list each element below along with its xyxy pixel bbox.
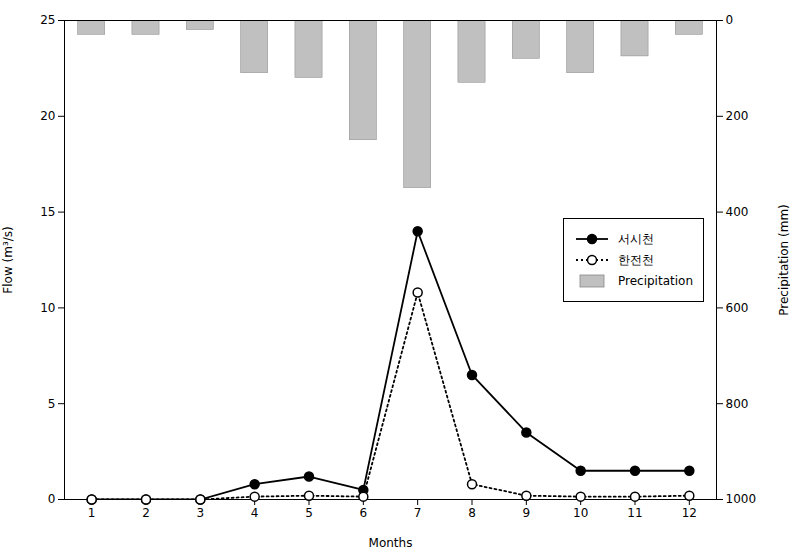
svg-text:25: 25 bbox=[40, 13, 55, 27]
svg-text:7: 7 bbox=[414, 506, 422, 520]
svg-text:6: 6 bbox=[360, 506, 368, 520]
svg-text:20: 20 bbox=[40, 109, 55, 123]
svg-text:Precipitation (mm): Precipitation (mm) bbox=[777, 204, 790, 316]
svg-text:Flow (m³/s): Flow (m³/s) bbox=[1, 226, 15, 293]
html-text:Precipitation: Precipitation bbox=[618, 273, 693, 288]
svg-text:5: 5 bbox=[305, 506, 313, 520]
svg-text:11: 11 bbox=[627, 506, 642, 520]
svg-text:1: 1 bbox=[88, 506, 96, 520]
svg-text:0: 0 bbox=[48, 492, 56, 506]
svg-text:3: 3 bbox=[197, 506, 205, 520]
html-text:한전천: 한전천 bbox=[618, 252, 654, 267]
svg-text:10: 10 bbox=[573, 506, 588, 520]
svg-text:Months: Months bbox=[369, 536, 413, 549]
svg-text:8: 8 bbox=[468, 506, 476, 520]
svg-text:400: 400 bbox=[726, 205, 749, 219]
svg-text:12: 12 bbox=[682, 506, 697, 520]
svg-text:5: 5 bbox=[48, 397, 56, 411]
svg-text:200: 200 bbox=[726, 109, 749, 123]
svg-text:2: 2 bbox=[142, 506, 150, 520]
svg-text:0: 0 bbox=[726, 13, 734, 27]
svg-text:600: 600 bbox=[726, 301, 749, 315]
svg-text:9: 9 bbox=[523, 506, 531, 520]
svg-text:4: 4 bbox=[251, 506, 259, 520]
svg-text:15: 15 bbox=[40, 205, 55, 219]
svg-text:10: 10 bbox=[40, 301, 55, 315]
svg-text:800: 800 bbox=[726, 397, 749, 411]
html-text:서시천: 서시천 bbox=[618, 231, 654, 246]
svg-text:1000: 1000 bbox=[726, 492, 757, 506]
